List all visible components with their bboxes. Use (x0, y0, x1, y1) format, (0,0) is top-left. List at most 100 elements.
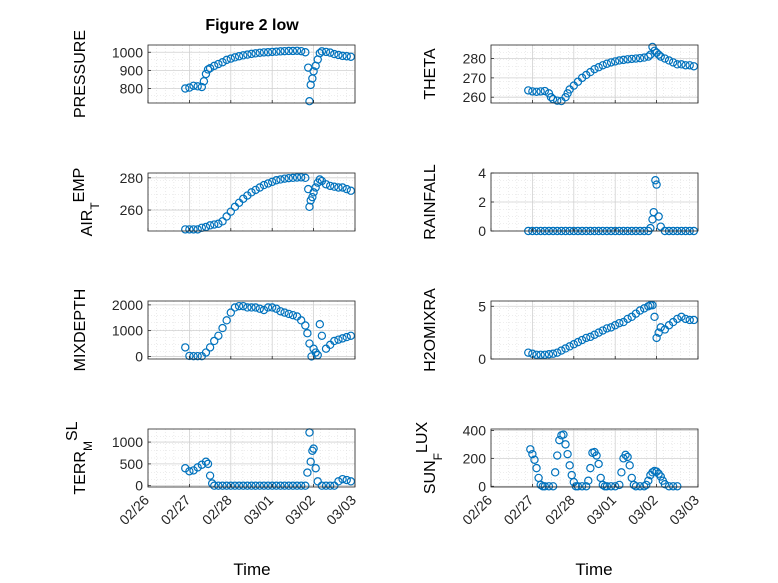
data-point (540, 86, 550, 96)
data-point (193, 351, 202, 361)
y-axis-label-main: PRESSURE (72, 30, 89, 118)
data-point (623, 452, 632, 462)
data-point (338, 334, 347, 343)
data-point (325, 481, 335, 490)
data-point (243, 481, 252, 490)
data-point (210, 61, 219, 71)
data-point (296, 316, 306, 325)
y-tick-label: 4 (478, 165, 486, 181)
x-tick-label: 03/01 (240, 492, 276, 528)
data-point (303, 468, 312, 477)
data-point (652, 180, 661, 189)
data-point (185, 83, 194, 92)
data-point (646, 223, 655, 233)
y-axis-label: RAINFALL (422, 164, 439, 240)
data-point (301, 481, 310, 490)
y-axis-label-main: MIXDEPTH (72, 289, 89, 372)
data-point (656, 52, 665, 61)
data-point (594, 63, 603, 72)
data-point (602, 59, 612, 68)
y-axis-label: H2OMIXRA (422, 288, 439, 372)
data-point (594, 328, 603, 337)
panel-mixdepth: 0 1000 2000 MIXDEPTH (72, 289, 356, 372)
data-point (306, 457, 315, 466)
data-point (635, 482, 645, 491)
data-point (189, 81, 198, 90)
data-point (677, 60, 686, 69)
data-point (540, 482, 550, 491)
y-tick-label: 1000 (112, 434, 143, 450)
data-point (214, 331, 223, 340)
data-point (268, 303, 277, 312)
data-point (296, 46, 306, 56)
data-point (681, 314, 690, 324)
data-point (222, 55, 231, 65)
data-point (615, 318, 624, 328)
data-point (263, 48, 273, 57)
data-point (214, 481, 223, 490)
data-point (308, 192, 317, 202)
data-point (524, 86, 533, 95)
data-point (651, 176, 660, 185)
data-point (309, 188, 318, 197)
data-point (226, 207, 235, 216)
data-point (654, 50, 663, 59)
data-point (677, 312, 686, 322)
data-point (668, 58, 678, 67)
data-point (629, 480, 639, 490)
data-point (553, 451, 562, 460)
data-point (280, 481, 289, 490)
axes-box (147, 172, 356, 232)
data-point (330, 336, 339, 346)
x-tick-label: 02/26 (459, 492, 495, 528)
data-point (247, 303, 256, 312)
y-axis-label: PRESSURE (72, 30, 89, 118)
y-tick-label: 0 (478, 223, 486, 239)
data-point (627, 54, 636, 64)
data-point (569, 340, 579, 349)
data-point (685, 61, 694, 70)
data-point (342, 475, 351, 485)
data-point (234, 301, 244, 311)
data-point (594, 459, 603, 469)
data-point (649, 207, 658, 217)
data-point (644, 476, 653, 485)
data-point (652, 467, 661, 476)
data-point (532, 463, 541, 473)
data-point (544, 482, 554, 491)
data-point (565, 342, 574, 351)
y-tick-label: 1000 (112, 44, 143, 60)
figure-title: Figure 2 low (205, 17, 299, 34)
data-point (656, 472, 665, 481)
x-axis-label-left: Time (233, 560, 270, 579)
data-point (210, 336, 219, 346)
data-point (222, 481, 231, 490)
panel-h2omixra: 0 5 H2OMIXRA (422, 288, 699, 372)
data-point (205, 471, 215, 480)
data-point (214, 219, 223, 228)
data-point (652, 333, 661, 343)
y-axis-label-main: SUN (422, 460, 439, 494)
data-point (296, 173, 306, 182)
data-point (193, 463, 202, 472)
y-axis-label-suffix: LUX (414, 422, 431, 453)
data-point (197, 82, 207, 92)
x-tick-label: 02/26 (116, 492, 152, 528)
plot-area (148, 429, 355, 487)
panel-sun_flux: 0 200 400 02/26 02/27 02/28 03/01 03/02 03/03 SUN… (414, 422, 703, 528)
data-point (317, 481, 327, 490)
data-point (582, 482, 591, 491)
y-axis-label-main: H2OMIXRA (422, 288, 439, 372)
data-point (189, 225, 198, 234)
plot-area (491, 301, 698, 359)
data-point (577, 482, 587, 491)
data-point (311, 464, 320, 473)
y-tick-label: 400 (463, 422, 487, 438)
y-tick-label: 800 (120, 81, 144, 97)
plot-area (491, 45, 698, 103)
data-point (321, 481, 331, 490)
y-axis-label-subscript: F (431, 453, 445, 460)
data-point (342, 52, 351, 61)
data-point (590, 64, 599, 74)
data-point (536, 87, 545, 96)
